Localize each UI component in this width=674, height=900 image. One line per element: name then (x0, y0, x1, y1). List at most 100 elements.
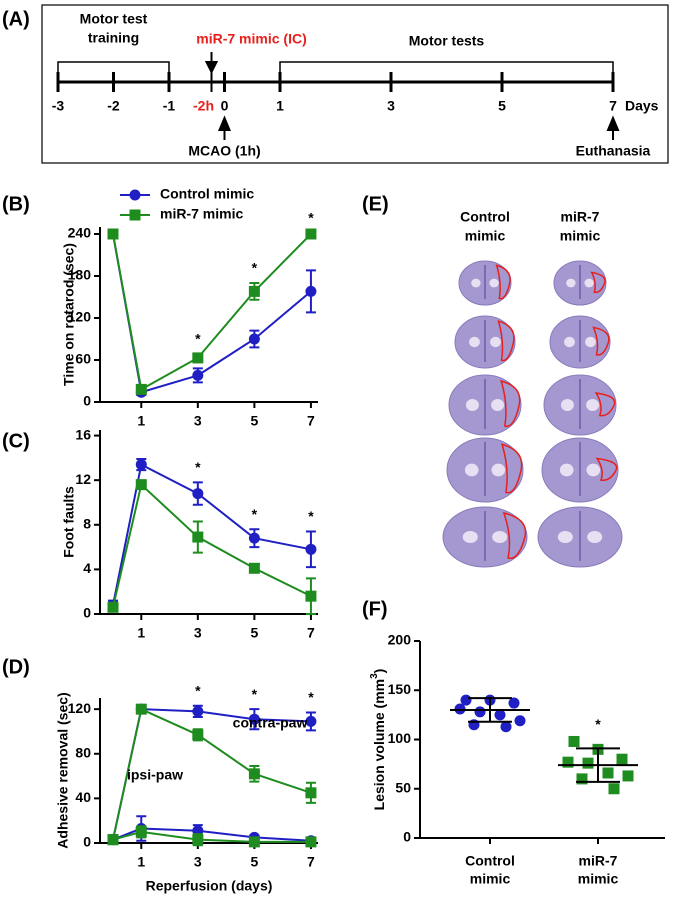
y-tick-label: 100 (388, 730, 412, 746)
marker (107, 834, 119, 846)
panel-label: (C) (2, 430, 30, 452)
lesion-outline (500, 379, 521, 428)
bracket (279, 61, 614, 72)
x-tick-label: 3 (194, 413, 202, 429)
x-tick-label: 3 (194, 625, 202, 641)
marker (248, 562, 260, 574)
marker (474, 706, 486, 718)
timeline-tick-label: 1 (276, 98, 284, 114)
panel-label: (E) (362, 193, 389, 215)
series-line (112, 482, 312, 608)
marker (608, 783, 620, 795)
y-axis-label: Adhesive removal (sec) (55, 692, 71, 848)
marker (192, 488, 204, 500)
annotation: contra-paw (233, 715, 308, 731)
y-tick-label: 180 (68, 267, 92, 283)
bracket-label: Motor test (80, 11, 148, 27)
bracket-label: Motor tests (409, 33, 485, 49)
marker (305, 787, 317, 799)
significance-mark: * (195, 459, 201, 475)
significance-mark: * (252, 260, 258, 276)
marker (135, 459, 147, 471)
brain-ventricle (586, 463, 601, 477)
y-tick-label: 50 (395, 779, 411, 795)
brain-ventricle (586, 399, 600, 411)
marker (192, 352, 204, 364)
marker (305, 590, 317, 602)
marker (192, 369, 204, 381)
y-tick-label: 40 (75, 789, 91, 805)
lesion-outline (592, 326, 610, 356)
y-tick-label: 80 (75, 744, 91, 760)
marker (192, 531, 204, 543)
marker (248, 532, 260, 544)
legend-label: Control mimic (160, 186, 254, 202)
brain-ventricle (465, 399, 479, 411)
panel-label: (B) (2, 193, 30, 215)
lesion-outline (595, 457, 618, 481)
significance-mark: * (195, 330, 201, 346)
x-tick-label: 5 (250, 854, 258, 870)
timeline-tick-label: -2 (107, 98, 120, 114)
marker (568, 735, 580, 747)
marker (248, 333, 260, 345)
annotation: ipsi-paw (127, 767, 183, 783)
y-tick-label: 200 (388, 632, 412, 648)
marker (616, 753, 628, 765)
timeline-tick-label: -3 (52, 98, 65, 114)
marker (508, 697, 520, 709)
x-tick-label: mimic (578, 871, 619, 887)
arrow (606, 115, 620, 140)
image-column-label: miR-7 (561, 209, 600, 225)
marker (305, 543, 317, 555)
marker (192, 834, 204, 846)
brain-ventricle (560, 399, 574, 411)
marker (107, 228, 119, 240)
marker (135, 479, 147, 491)
brain-ventricle (587, 531, 603, 543)
marker (248, 836, 260, 848)
marker (514, 715, 526, 727)
timeline-event: MCAO (1h) (188, 143, 260, 159)
lesion-outline (594, 392, 616, 417)
marker (576, 773, 588, 785)
bracket-label: training (88, 30, 139, 46)
marker (192, 705, 204, 717)
y-axis-label-part: Lesion volume (mm (371, 679, 387, 810)
bracket (57, 61, 170, 72)
y-tick-label: 16 (75, 426, 91, 442)
marker (582, 757, 594, 769)
y-tick-label: 12 (75, 471, 91, 487)
brain-ventricle (584, 278, 594, 288)
brain-ventricle (491, 399, 505, 411)
marker (135, 826, 147, 838)
y-axis-label-part: ) (371, 669, 387, 674)
significance-mark: * (308, 689, 314, 705)
significance-mark: * (308, 508, 314, 524)
injection-label: miR-7 mimic (IC) (196, 31, 306, 47)
y-tick-label: 8 (83, 515, 91, 531)
brain-ventricle (469, 336, 480, 348)
lesion-outline (500, 443, 523, 494)
brain-ventricle (489, 278, 499, 288)
marker (602, 767, 614, 779)
y-tick-label: 120 (68, 700, 92, 716)
x-tick-label: 5 (250, 625, 258, 641)
significance-mark: * (595, 716, 601, 732)
significance-mark: * (252, 686, 258, 702)
x-tick-label: 1 (137, 625, 145, 641)
series-line (112, 233, 312, 394)
y-tick-label: 60 (75, 351, 91, 367)
marker (135, 703, 147, 715)
marker (129, 189, 141, 201)
panel-label: (F) (362, 598, 388, 620)
timeline-event: Euthanasia (576, 143, 651, 159)
marker (135, 383, 147, 395)
marker (129, 209, 141, 221)
lesion-outline (495, 264, 511, 300)
y-tick-label: 240 (68, 225, 92, 241)
y-tick-label: 0 (83, 605, 91, 621)
brain-ventricle (585, 336, 596, 348)
brain-ventricle (492, 531, 508, 543)
